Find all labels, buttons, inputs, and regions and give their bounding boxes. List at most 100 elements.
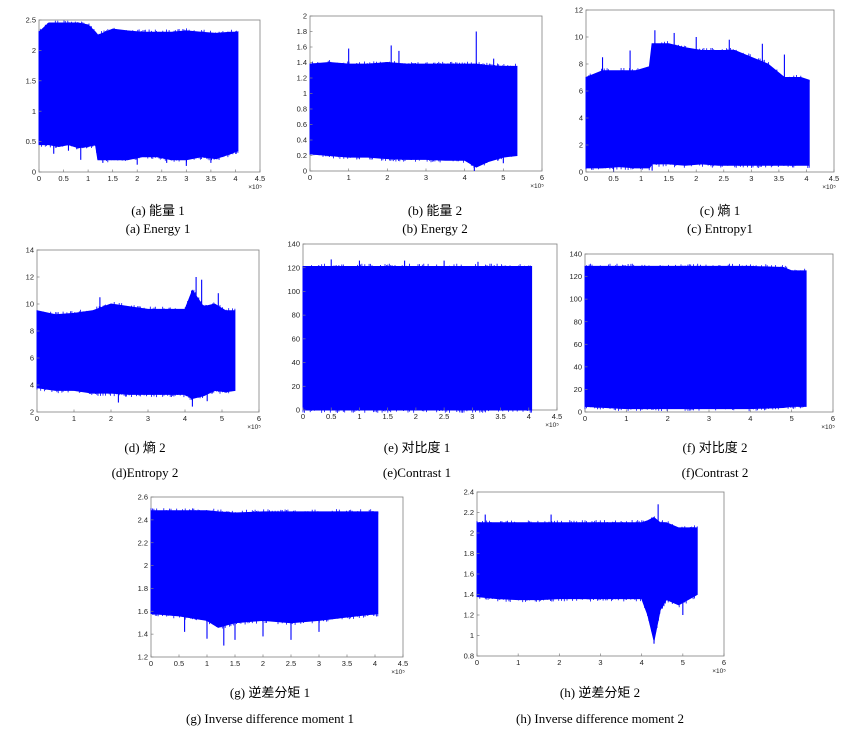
y-tick-label-d-3: 8 [30,327,34,336]
x-tick-label-f-1: 1 [624,414,628,423]
x-tick-label-a-5: 2.5 [157,174,167,183]
x-tick-label-d-6: 6 [257,414,261,423]
x-tick-label-b-5: 5 [501,173,505,182]
caption-cn-b: (b) 能量 2 [407,203,463,218]
chart-panel-c: 0 0.5 1 1.5 2 2.5 3 3.5 4 4.5 0 2 4 6 8 10 12 ×10⁵ (c) 熵 … [0,0,857,240]
y-tick-label-f-5: 100 [569,295,582,304]
x-tick-label-d-5: 5 [220,414,224,423]
x-tick-label-a-9: 4.5 [255,174,265,183]
y-tick-label-g-1: 1.4 [138,630,148,639]
y-tick-label-b-4: 0.8 [297,105,307,114]
caption-cn-c: (c) 熵 1 [699,203,741,218]
x-tick-label-f-6: 6 [831,414,835,423]
caption-en-a: (a) Energy 1 [125,221,191,236]
x-tick-label-g-7: 3.5 [342,659,352,668]
y-tick-label-c-0: 0 [579,168,583,177]
y-tick-label-e-4: 80 [292,311,300,320]
y-tick-label-g-7: 2.6 [138,493,148,502]
caption-cn-f: (f) 对比度 2 [682,440,748,455]
y-tick-label-g-6: 2.4 [138,515,148,524]
x-tick-label-b-6: 6 [540,173,544,182]
y-tick-label-f-3: 60 [574,340,582,349]
series-texture-h [476,516,698,641]
x-tick-label-b-0: 0 [308,173,312,182]
series-texture-b [309,60,518,168]
caption-en-e: (e)Contrast 1 [382,465,452,480]
x-exponent-e: ×10⁵ [545,422,559,429]
x-tick-label-g-8: 4 [373,659,377,668]
y-tick-label-e-3: 60 [292,334,300,343]
x-tick-label-f-4: 4 [748,414,752,423]
x-tick-label-c-2: 1 [639,174,643,183]
x-tick-label-f-2: 2 [666,414,670,423]
y-tick-label-g-2: 1.6 [138,607,148,616]
x-tick-label-c-6: 3 [749,174,753,183]
x-tick-label-a-1: 0.5 [58,174,68,183]
y-tick-label-a-1: 0.5 [26,137,36,146]
y-tick-label-b-2: 0.4 [297,136,307,145]
x-tick-label-b-4: 4 [463,173,467,182]
x-tick-label-a-3: 1.5 [107,174,117,183]
y-tick-label-f-2: 40 [574,362,582,371]
x-tick-label-e-1: 0.5 [326,412,336,421]
y-tick-label-d-1: 4 [30,381,34,390]
y-tick-label-b-1: 0.2 [297,151,307,160]
y-tick-label-b-7: 1.4 [297,58,307,67]
caption-cn-e: (e) 对比度 1 [383,440,451,455]
y-tick-label-g-5: 2.2 [138,538,148,547]
x-exponent-f: ×10⁵ [821,424,835,431]
x-tick-label-g-3: 1.5 [230,659,240,668]
y-tick-label-a-5: 2.5 [26,16,36,25]
y-tick-label-e-0: 0 [296,406,300,415]
caption-en-g: (g) Inverse difference moment 1 [186,711,354,726]
y-tick-label-h-5: 1.8 [464,549,474,558]
x-tick-label-c-1: 0.5 [608,174,618,183]
x-tick-label-e-5: 2.5 [439,412,449,421]
y-tick-label-b-10: 2 [303,12,307,21]
y-tick-label-h-7: 2.2 [464,508,474,517]
series-texture-g [150,508,379,629]
x-tick-label-c-4: 2 [694,174,698,183]
x-tick-label-g-5: 2.5 [286,659,296,668]
x-tick-label-h-3: 3 [598,658,602,667]
y-tick-label-h-8: 2.4 [464,488,474,497]
y-tick-label-c-1: 2 [579,141,583,150]
x-tick-label-a-4: 2 [135,174,139,183]
y-tick-label-h-2: 1.2 [464,611,474,620]
y-tick-label-a-4: 2 [32,46,36,55]
y-tick-label-h-4: 1.6 [464,570,474,579]
series-texture-f [584,263,807,412]
chart-panel-d: 0 1 2 3 4 5 6 2 4 6 8 10 12 14 ×10⁵ (d) 熵 2 (d)Entropy… [0,0,290,490]
chart-panel-g: 0 0.5 1 1.5 2 2.5 3 3.5 4 4.5 1.2 1.4 1.6 1.8 2 2.2 2.4 2… [138,493,409,726]
x-tick-label-c-0: 0 [584,174,588,183]
y-tick-label-f-1: 20 [574,385,582,394]
x-tick-label-a-7: 3.5 [206,174,216,183]
x-tick-label-h-2: 2 [557,658,561,667]
x-tick-label-d-4: 4 [183,414,187,423]
y-tick-label-e-7: 140 [287,240,300,249]
y-tick-label-a-0: 0 [32,168,36,177]
y-tick-label-b-6: 1.2 [297,74,307,83]
x-tick-label-e-9: 4.5 [552,412,562,421]
chart-panel-e: 0 0.5 1 1.5 2 2.5 3 3.5 4 4.5 0 20 40 60 80 100 120 140 ×1… [0,0,580,490]
chart-svg-h: 0 1 2 3 4 5 6 0.8 1 1.2 1.4 1.6 1.8 2 2.2 2.4 ×10⁵ [464,488,727,675]
x-tick-label-a-0: 0 [37,174,41,183]
y-tick-label-c-4: 8 [579,60,583,69]
x-tick-label-g-6: 3 [317,659,321,668]
y-tick-label-h-6: 2 [470,529,474,538]
series-texture-d [36,289,236,401]
x-tick-label-b-1: 1 [347,173,351,182]
x-tick-label-c-7: 3.5 [774,174,784,183]
chart-panel-f: 0 1 2 3 4 5 6 0 20 40 60 80 100 120 140 ×10⁵ (f) 对比度 2 … [569,250,835,480]
chart-svg-e: 0 0.5 1 1.5 2 2.5 3 3.5 4 4.5 0 20 40 60 80 100 120 140 ×1… [287,240,562,429]
x-tick-label-d-3: 3 [146,414,150,423]
chart-svg-g: 0 0.5 1 1.5 2 2.5 3 3.5 4 4.5 1.2 1.4 1.6 1.8 2 2.2 2.4 2… [138,493,409,676]
x-tick-label-h-4: 4 [640,658,644,667]
y-tick-label-b-8: 1.6 [297,43,307,52]
y-tick-label-d-5: 12 [26,273,34,282]
y-tick-label-c-2: 4 [579,114,583,123]
chart-svg-c: 0 0.5 1 1.5 2 2.5 3 3.5 4 4.5 0 2 4 6 8 10 12 ×10⁵ [575,6,840,191]
y-tick-label-a-2: 1 [32,107,36,116]
y-tick-label-h-1: 1 [470,631,474,640]
